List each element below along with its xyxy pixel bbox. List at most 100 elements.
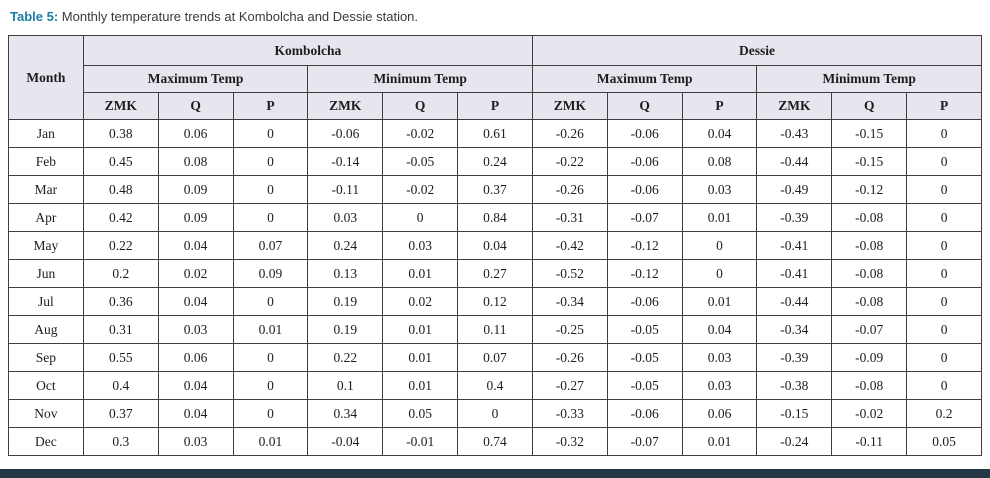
value-cell: -0.31 [531,203,608,232]
value-cell: 0.02 [157,259,234,288]
table-row: Jan 0.38 0.06 0 -0.06 -0.02 0.61 -0.26 -0.06 0.04… [8,119,982,148]
value-cell: 0.09 [157,175,234,204]
value-cell: -0.14 [307,147,384,176]
value-cell: 0 [906,147,982,176]
value-cell: 0.45 [82,147,159,176]
value-cell: -0.12 [606,259,683,288]
value-cell: -0.49 [756,175,833,204]
value-cell: -0.32 [531,427,608,456]
month-cell: May [8,231,84,260]
table-row: Oct 0.4 0.04 0 0.1 0.01 0.4 -0.27 -0.05 0.03 -0.38… [8,371,982,400]
value-cell: 0 [457,399,533,428]
value-cell: 0.2 [82,259,159,288]
value-cell: 0.27 [457,259,533,288]
value-cell: 0.24 [457,147,533,176]
value-cell: 0 [382,203,459,232]
value-cell: -0.42 [531,231,608,260]
header-q: Q [382,92,459,120]
value-cell: 0.84 [457,203,533,232]
value-cell: 0 [906,315,982,344]
value-cell: 0.07 [457,343,533,372]
month-cell: Mar [8,175,84,204]
value-cell: 0 [232,343,309,372]
header-station-kombolcha: Kombolcha [82,35,533,66]
value-cell: -0.05 [606,343,683,372]
value-cell: 0 [906,175,982,204]
value-cell: -0.05 [606,371,683,400]
value-cell: 0 [232,371,309,400]
value-cell: -0.27 [531,371,608,400]
value-cell: 0.05 [382,399,459,428]
header-p: P [457,92,533,120]
month-cell: Feb [8,147,84,176]
value-cell: -0.41 [756,231,833,260]
value-cell: 0 [681,231,758,260]
value-cell: -0.06 [606,147,683,176]
month-cell: Dec [8,427,84,456]
value-cell: 0.02 [382,287,459,316]
value-cell: 0.48 [82,175,159,204]
value-cell: -0.08 [831,287,908,316]
value-cell: -0.34 [756,315,833,344]
value-cell: 0.01 [681,287,758,316]
value-cell: 0.04 [681,119,758,148]
table-row: Mar 0.48 0.09 0 -0.11 -0.02 0.37 -0.26 -0.06 0.03… [8,175,982,204]
sub-header-row: ZMK Q P ZMK Q P ZMK Q P ZMK Q P [9,92,982,120]
value-cell: -0.07 [606,203,683,232]
value-cell: 0.38 [82,119,159,148]
value-cell: 0.01 [232,427,309,456]
month-cell: Jan [8,119,84,148]
table-row: Nov 0.37 0.04 0 0.34 0.05 0 -0.33 -0.06 0.06 -0.15… [8,399,982,428]
value-cell: 0 [232,399,309,428]
value-cell: 0 [906,287,982,316]
value-cell: -0.05 [606,315,683,344]
value-cell: -0.22 [531,147,608,176]
header-zmk: ZMK [307,92,384,120]
value-cell: -0.07 [831,315,908,344]
value-cell: 0 [681,259,758,288]
value-cell: -0.02 [831,399,908,428]
value-cell: 0.01 [382,315,459,344]
value-cell: 0.42 [82,203,159,232]
value-cell: -0.15 [756,399,833,428]
value-cell: 0.03 [382,231,459,260]
value-cell: -0.04 [307,427,384,456]
value-cell: 0.37 [82,399,159,428]
table-caption: Table 5: Monthly temperature trends at K… [10,8,982,26]
month-cell: Aug [8,315,84,344]
value-cell: 0.19 [307,287,384,316]
month-cell: Oct [8,371,84,400]
value-cell: 0.03 [307,203,384,232]
value-cell: -0.11 [307,175,384,204]
value-cell: -0.08 [831,203,908,232]
value-cell: 0.01 [382,371,459,400]
header-p: P [232,92,309,120]
value-cell: 0.06 [157,119,234,148]
header-dessie-min-temp: Minimum Temp [756,65,982,93]
value-cell: -0.26 [531,343,608,372]
header-zmk: ZMK [531,92,608,120]
table-row: Jun 0.2 0.02 0.09 0.13 0.01 0.27 -0.52 -0.12 0 -0.… [8,259,982,288]
value-cell: 0.03 [157,427,234,456]
value-cell: 0 [232,119,309,148]
table-row: Aug 0.31 0.03 0.01 0.19 0.01 0.11 -0.25 -0.05 0.0… [8,315,982,344]
value-cell: -0.06 [606,287,683,316]
value-cell: 0.04 [157,231,234,260]
value-cell: -0.08 [831,231,908,260]
value-cell: 0.01 [232,315,309,344]
value-cell: 0.01 [382,259,459,288]
header-kombolcha-min-temp: Minimum Temp [307,65,533,93]
value-cell: -0.25 [531,315,608,344]
table-row: Dec 0.3 0.03 0.01 -0.04 -0.01 0.74 -0.32 -0.07 0.… [8,427,982,456]
value-cell: 0 [906,203,982,232]
header-dessie-max-temp: Maximum Temp [531,65,758,93]
value-cell: -0.15 [831,147,908,176]
value-cell: 0.06 [681,399,758,428]
value-cell: 0.04 [157,371,234,400]
value-cell: -0.26 [531,175,608,204]
value-cell: 0.04 [457,231,533,260]
value-cell: -0.05 [382,147,459,176]
table-body: Jan 0.38 0.06 0 -0.06 -0.02 0.61 -0.26 -0.06 0.04… [8,119,982,456]
value-cell: 0.4 [457,371,533,400]
value-cell: -0.39 [756,343,833,372]
